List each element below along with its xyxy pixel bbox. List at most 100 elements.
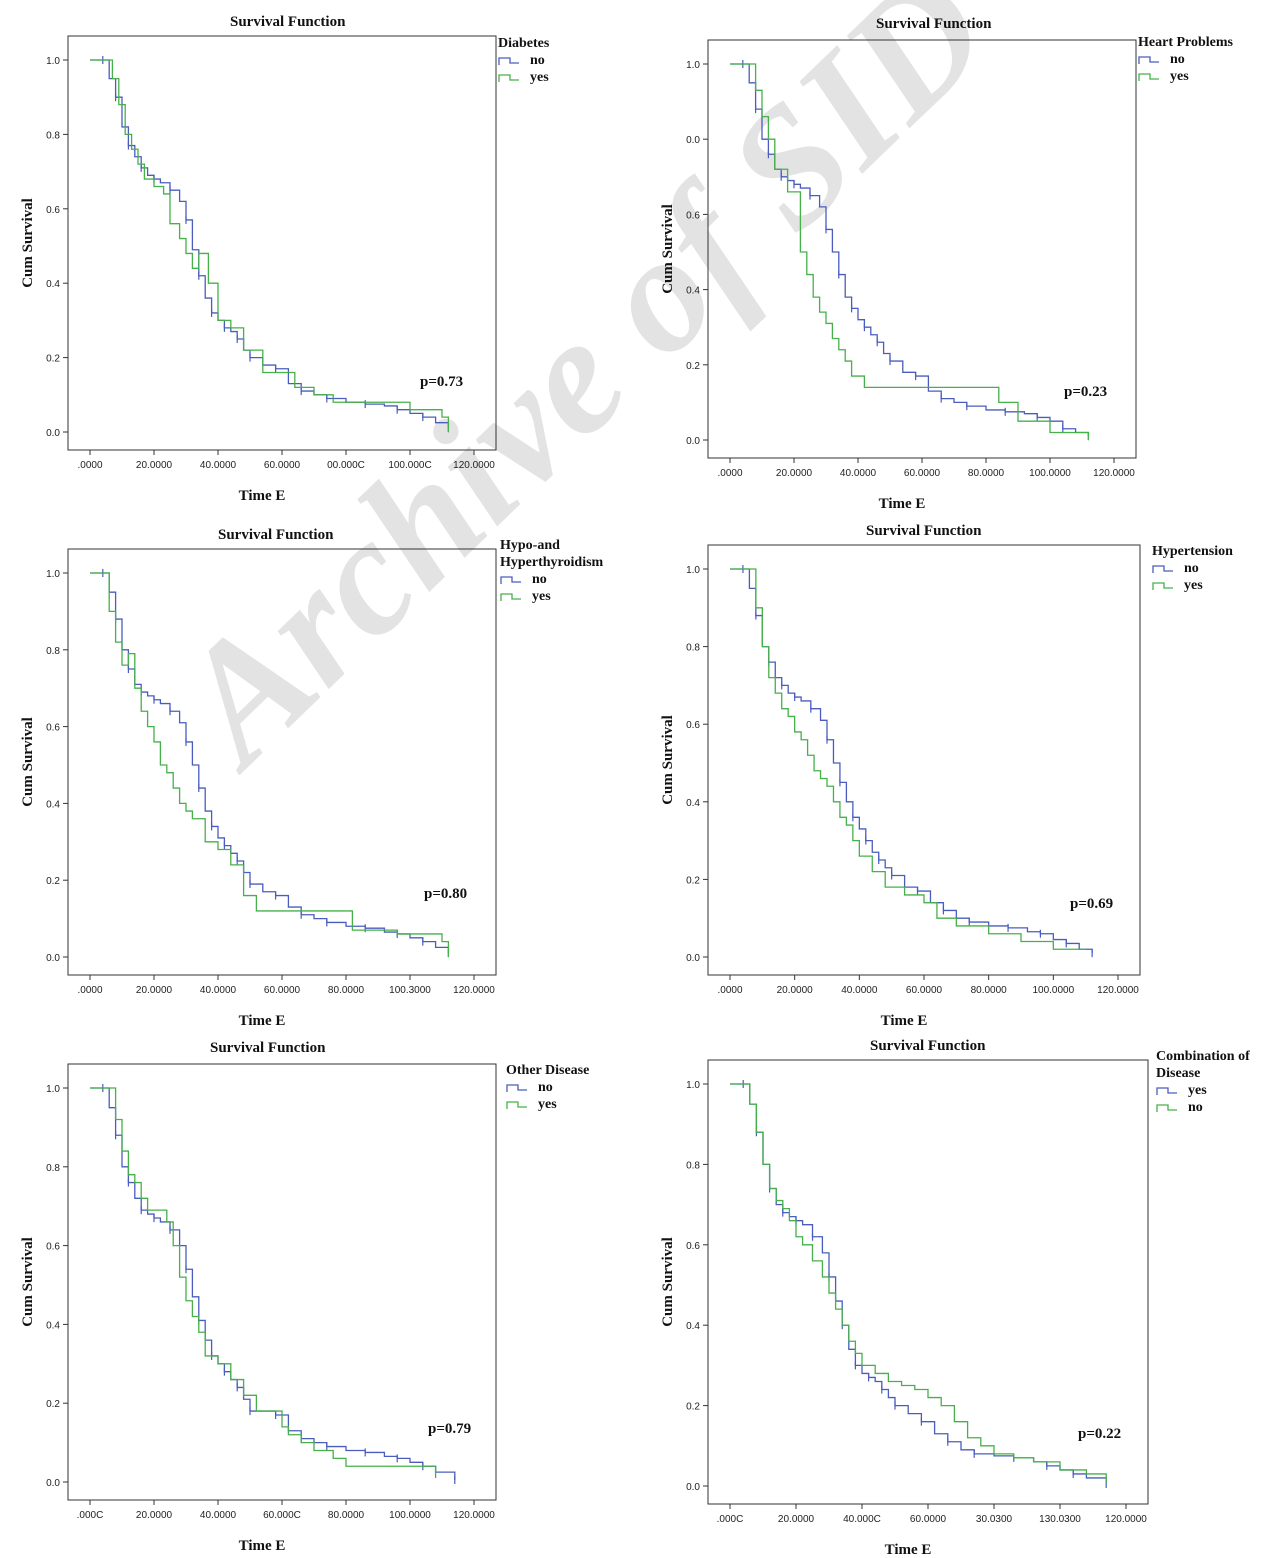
legend-swatch [1152, 564, 1173, 573]
x-axis-label: Time E [885, 1542, 932, 1558]
x-axis-label: Time E [239, 1013, 286, 1029]
y-axis-label: Cum Survival [660, 204, 676, 294]
series-line-yes [90, 1087, 437, 1479]
legend-label: no [532, 572, 547, 587]
y-axis-label: Cum Survival [20, 717, 36, 807]
y-tick-label: 1.0 [686, 1080, 700, 1091]
x-axis-label: Time E [239, 1538, 286, 1554]
legend-item-yes: yes [1152, 577, 1233, 594]
p-value-label: p=0.22 [1078, 1426, 1121, 1442]
p-value-label: p=0.80 [424, 886, 467, 902]
legend-label: yes [530, 70, 549, 85]
plot-area: 0.0 0.2 0.4 0.6 0.8 1.0 .0000 20.0000 40.0000 60.… [660, 544, 1141, 1029]
y-tick-label: 0.6 [686, 1241, 700, 1252]
x-tick-label: .000C [717, 1514, 744, 1525]
x-tick-label: 120.0000 [1097, 985, 1139, 996]
legend-title: Heart Problems [1138, 35, 1233, 50]
x-tick-label: 40.0000 [200, 460, 237, 471]
y-axis-label: Cum Survival [20, 1237, 36, 1327]
y-tick-label: 0.8 [686, 643, 700, 654]
x-tick-label: 20.0000 [136, 1510, 173, 1521]
y-tick-label: 0.8 [686, 1160, 700, 1171]
legend-item-no: no [1156, 1099, 1250, 1116]
legend-label: yes [1170, 69, 1189, 84]
x-tick-label: 60.0000 [910, 1514, 947, 1525]
legend-item-yes: yes [500, 588, 603, 605]
x-tick-label: 20.0000 [777, 985, 814, 996]
x-tick-label: 120.0000 [1093, 468, 1135, 479]
legend-item-no: no [1152, 560, 1233, 577]
legend-label: yes [538, 1097, 557, 1112]
x-tick-label: 20.0000 [136, 985, 173, 996]
x-tick-label: 20.0000 [136, 460, 173, 471]
series-line-no [730, 1083, 1107, 1484]
legend-swatch [1138, 55, 1159, 64]
x-tick-label: .0000 [77, 460, 102, 471]
series-line-yes [90, 572, 450, 957]
y-tick-label: 0.6 [46, 723, 60, 734]
y-tick-label: 0.2 [686, 1402, 700, 1413]
x-tick-label: 80.0000 [328, 985, 365, 996]
legend-item-yes: yes [1138, 68, 1233, 85]
y-tick-label: 0.6 [686, 720, 700, 731]
legend: Combination of Disease yes no [1156, 1048, 1250, 1116]
legend-label: no [530, 53, 545, 68]
legend-swatch [1156, 1086, 1177, 1095]
legend-swatch [498, 56, 519, 65]
legend-title: Diabetes [498, 36, 550, 51]
x-tick-label: 80.0000 [328, 1510, 365, 1521]
legend: Hypertension no yes [1152, 543, 1233, 594]
x-tick-label: 30.0300 [976, 1514, 1013, 1525]
legend-item-yes: yes [506, 1096, 589, 1113]
y-tick-label: 0.0 [46, 1478, 60, 1489]
chart-title: Survival Function [218, 527, 334, 543]
legend-swatch [1138, 72, 1159, 81]
chart-title: Survival Function [210, 1040, 326, 1056]
plot-area: 0.0 0.2 0.4 0.6 0.8 1.0 .0000 20.0000 40.0000 60.… [20, 35, 497, 504]
x-tick-label: 60.000C [263, 1510, 301, 1521]
legend-item-no: no [506, 1079, 589, 1096]
y-tick-label: 1.0 [46, 1084, 60, 1095]
y-tick-label: 0.6 [686, 210, 700, 221]
y-tick-label: 1.0 [46, 56, 60, 67]
plot-area: 0.0 0.2 0.4 0.6 0.8 1.0 .000C 20.0000 40.0000 60.… [20, 1063, 497, 1554]
legend-item-no: no [498, 52, 549, 69]
x-axis-label: Time E [881, 1013, 928, 1029]
legend-label: yes [1188, 1083, 1207, 1098]
survival-chart-1: Survival Function 0.0 0.2 0.4 0.6 0.8 1.0 .0000… [0, 0, 631, 520]
y-tick-label: 0.2 [46, 1399, 60, 1410]
series-line-no [90, 572, 450, 954]
series-line-yes [730, 63, 1090, 440]
chart-title: Survival Function [870, 1038, 986, 1054]
x-tick-label: 80.0000 [971, 985, 1008, 996]
legend-item-yes: yes [498, 69, 549, 86]
x-tick-label: 40.0000 [200, 985, 237, 996]
x-tick-label: 20.0000 [776, 468, 813, 479]
x-tick-label: 40.0000 [200, 1510, 237, 1521]
x-axis-label: Time E [879, 496, 926, 512]
x-tick-label: 120.0000 [1105, 1514, 1147, 1525]
survival-chart-6: Survival Function 0.0 0.2 0.4 0.6 0.8 1.0 .000C… [640, 1032, 1271, 1558]
y-tick-label: 0.4 [686, 286, 700, 297]
legend-swatch [506, 1083, 527, 1092]
chart-title: Survival Function [876, 16, 992, 32]
legend-swatch [500, 592, 521, 601]
legend-swatch [500, 575, 521, 584]
legend-title: Other Disease [506, 1063, 590, 1078]
chart-title: Survival Function [866, 523, 982, 539]
y-tick-label: 0.6 [46, 205, 60, 216]
legend-item-no: no [1138, 51, 1233, 68]
y-tick-label: 0.4 [46, 799, 60, 810]
x-tick-label: 120.0000 [453, 985, 495, 996]
legend: Other Disease no yes [506, 1062, 589, 1113]
y-axis-label: Cum Survival [20, 198, 36, 288]
x-tick-label: 00.000C [327, 460, 365, 471]
survival-chart-4: Survival Function 0.0 0.2 0.4 0.6 0.8 1.0 .0000… [640, 515, 1271, 1035]
legend-item-no: no [500, 571, 603, 588]
x-tick-label: 120.0000 [453, 1510, 495, 1521]
x-tick-label: 80.0000 [968, 468, 1005, 479]
x-tick-label: 60.0000 [906, 985, 943, 996]
y-tick-label: 0.8 [46, 130, 60, 141]
legend-swatch [498, 73, 519, 82]
legend-title: Hypo-and Hyperthyroidism [500, 538, 604, 570]
